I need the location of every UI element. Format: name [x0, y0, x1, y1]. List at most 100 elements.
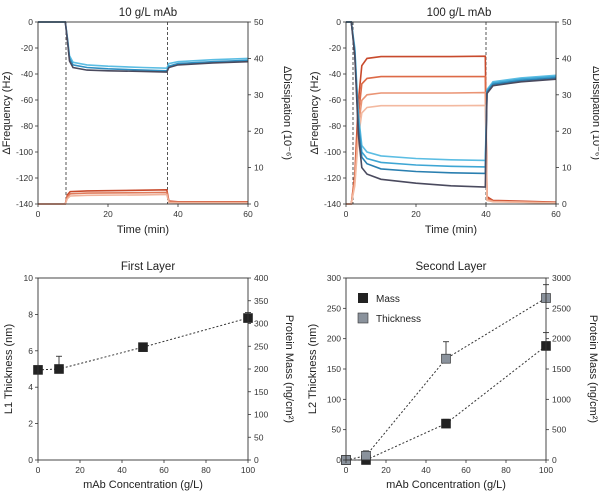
x-tick-label: 60 — [461, 465, 471, 475]
dissipation-trace — [346, 75, 557, 205]
y-tick-label: 150 — [327, 364, 341, 374]
y-tick-label: -140 — [324, 199, 341, 209]
panel-first-layer: First Layer 0 20 40 60 80 1000246810050100150… — [3, 261, 295, 491]
x-tick-label: 80 — [201, 465, 211, 475]
y-tick-label: -140 — [16, 199, 33, 209]
data-point — [441, 353, 451, 364]
frequency-trace — [346, 21, 557, 175]
y-tick-label: -60 — [21, 95, 34, 105]
panel-10g-frequency: 10 g/L mAb 0 20 40 600-20-40-60-80-100-120-… — [1, 7, 293, 236]
panel-title: First Layer — [121, 261, 175, 273]
y-tick-label: 250 — [327, 303, 341, 313]
x-tick-label: 80 — [501, 465, 511, 475]
plot-frame — [345, 21, 557, 205]
y-tick-label: -100 — [16, 147, 33, 157]
frequency-trace — [346, 21, 557, 162]
y2-axis-label: ΔDissipation (10⁻⁶) — [590, 66, 599, 160]
panel-title: 10 g/L mAb — [119, 7, 177, 19]
legend-swatch-thickness — [357, 312, 369, 324]
frequency-trace — [38, 21, 249, 73]
y2-tick-label: 40 — [254, 53, 264, 63]
plot-frame — [37, 277, 249, 461]
y-tick-label: 6 — [28, 346, 33, 356]
y2-tick-label: 0 — [254, 455, 259, 465]
y-tick-label: 10 — [24, 273, 34, 283]
y2-tick-label: 1000 — [552, 394, 571, 404]
dissipation-trace — [346, 91, 557, 205]
panel-title: 100 g/L mAb — [427, 7, 492, 19]
y2-tick-label: 250 — [254, 341, 268, 351]
x-axis-label: Time (min) — [425, 224, 477, 236]
y-tick-label: -40 — [329, 69, 342, 79]
y2-tick-label: 10 — [254, 163, 264, 173]
y2-tick-label: 0 — [552, 455, 557, 465]
x-tick-label: 0 — [36, 465, 41, 475]
data-point — [54, 364, 64, 374]
x-tick-label: 60 — [551, 209, 561, 219]
y-tick-label: 8 — [28, 309, 33, 319]
x-tick-label: 100 — [241, 465, 255, 475]
y-tick-label: 300 — [327, 273, 341, 283]
y2-tick-label: 150 — [254, 387, 268, 397]
y2-tick-label: 2500 — [552, 303, 571, 313]
data-point — [361, 450, 371, 461]
y-tick-label: -120 — [16, 173, 33, 183]
y2-axis-label: ΔDissipation (10⁻⁶) — [281, 66, 293, 160]
y2-tick-label: 0 — [562, 199, 567, 209]
y-tick-label: 100 — [327, 394, 341, 404]
frequency-trace — [346, 21, 557, 168]
y-tick-label: -120 — [324, 173, 341, 183]
data-point — [138, 342, 148, 352]
y2-tick-label: 350 — [254, 296, 268, 306]
y-axis-label: ΔFrequency (Hz) — [1, 71, 13, 154]
panel-100g-frequency: 100 g/L mAb 0 20 40 600-20-40-60-80-100-120… — [309, 7, 599, 236]
y-tick-label: 4 — [28, 382, 33, 392]
series-connector — [37, 317, 249, 371]
y2-tick-label: 40 — [562, 53, 572, 63]
y-tick-label: 2 — [28, 419, 33, 429]
x-tick-label: 60 — [243, 209, 253, 219]
y2-tick-label: 30 — [254, 90, 264, 100]
y-tick-label: -80 — [329, 121, 342, 131]
y-axis-label: L1 Thickness (nm) — [3, 324, 15, 414]
y-tick-label: -100 — [324, 147, 341, 157]
y2-tick-label: 50 — [254, 432, 264, 442]
legend-label: Mass — [376, 294, 400, 305]
frequency-trace — [346, 21, 557, 188]
y2-tick-label: 20 — [562, 126, 572, 136]
x-tick-label: 20 — [103, 209, 113, 219]
x-tick-label: 100 — [539, 465, 553, 475]
y2-axis-label: Protein Mass (ng/cm²) — [283, 315, 295, 423]
x-tick-label: 40 — [481, 209, 491, 219]
legend: Mass Thickness — [357, 293, 421, 325]
y2-tick-label: 100 — [254, 410, 268, 420]
x-axis-label: Time (min) — [117, 224, 169, 236]
y2-tick-label: 50 — [254, 17, 264, 27]
plot-frame — [37, 21, 249, 205]
y-tick-label: -20 — [21, 43, 34, 53]
x-tick-label: 20 — [381, 465, 391, 475]
x-tick-label: 60 — [159, 465, 169, 475]
y-tick-label: 0 — [28, 455, 33, 465]
y2-tick-label: 30 — [562, 90, 572, 100]
y2-tick-label: 200 — [254, 364, 268, 374]
y-tick-label: -80 — [21, 121, 34, 131]
x-tick-label: 40 — [421, 465, 431, 475]
data-point — [441, 418, 451, 429]
y-tick-label: 0 — [28, 17, 33, 27]
x-axis-label: mAb Concentration (g/L) — [386, 479, 506, 491]
y-tick-label: 0 — [336, 455, 341, 465]
legend-swatch-mass — [358, 293, 368, 303]
y2-tick-label: 20 — [254, 126, 264, 136]
dissipation-trace — [38, 193, 248, 205]
y-axis-label: L2 Thickness (nm) — [307, 324, 319, 414]
x-tick-label: 20 — [75, 465, 85, 475]
y2-tick-label: 0 — [254, 199, 259, 209]
y-tick-label: 0 — [336, 17, 341, 27]
y2-tick-label: 2000 — [552, 334, 571, 344]
y2-axis-label: Protein Mass (ng/cm²) — [587, 315, 599, 423]
y-tick-label: -20 — [329, 43, 342, 53]
y2-tick-label: 50 — [562, 17, 572, 27]
x-tick-label: 0 — [36, 209, 41, 219]
